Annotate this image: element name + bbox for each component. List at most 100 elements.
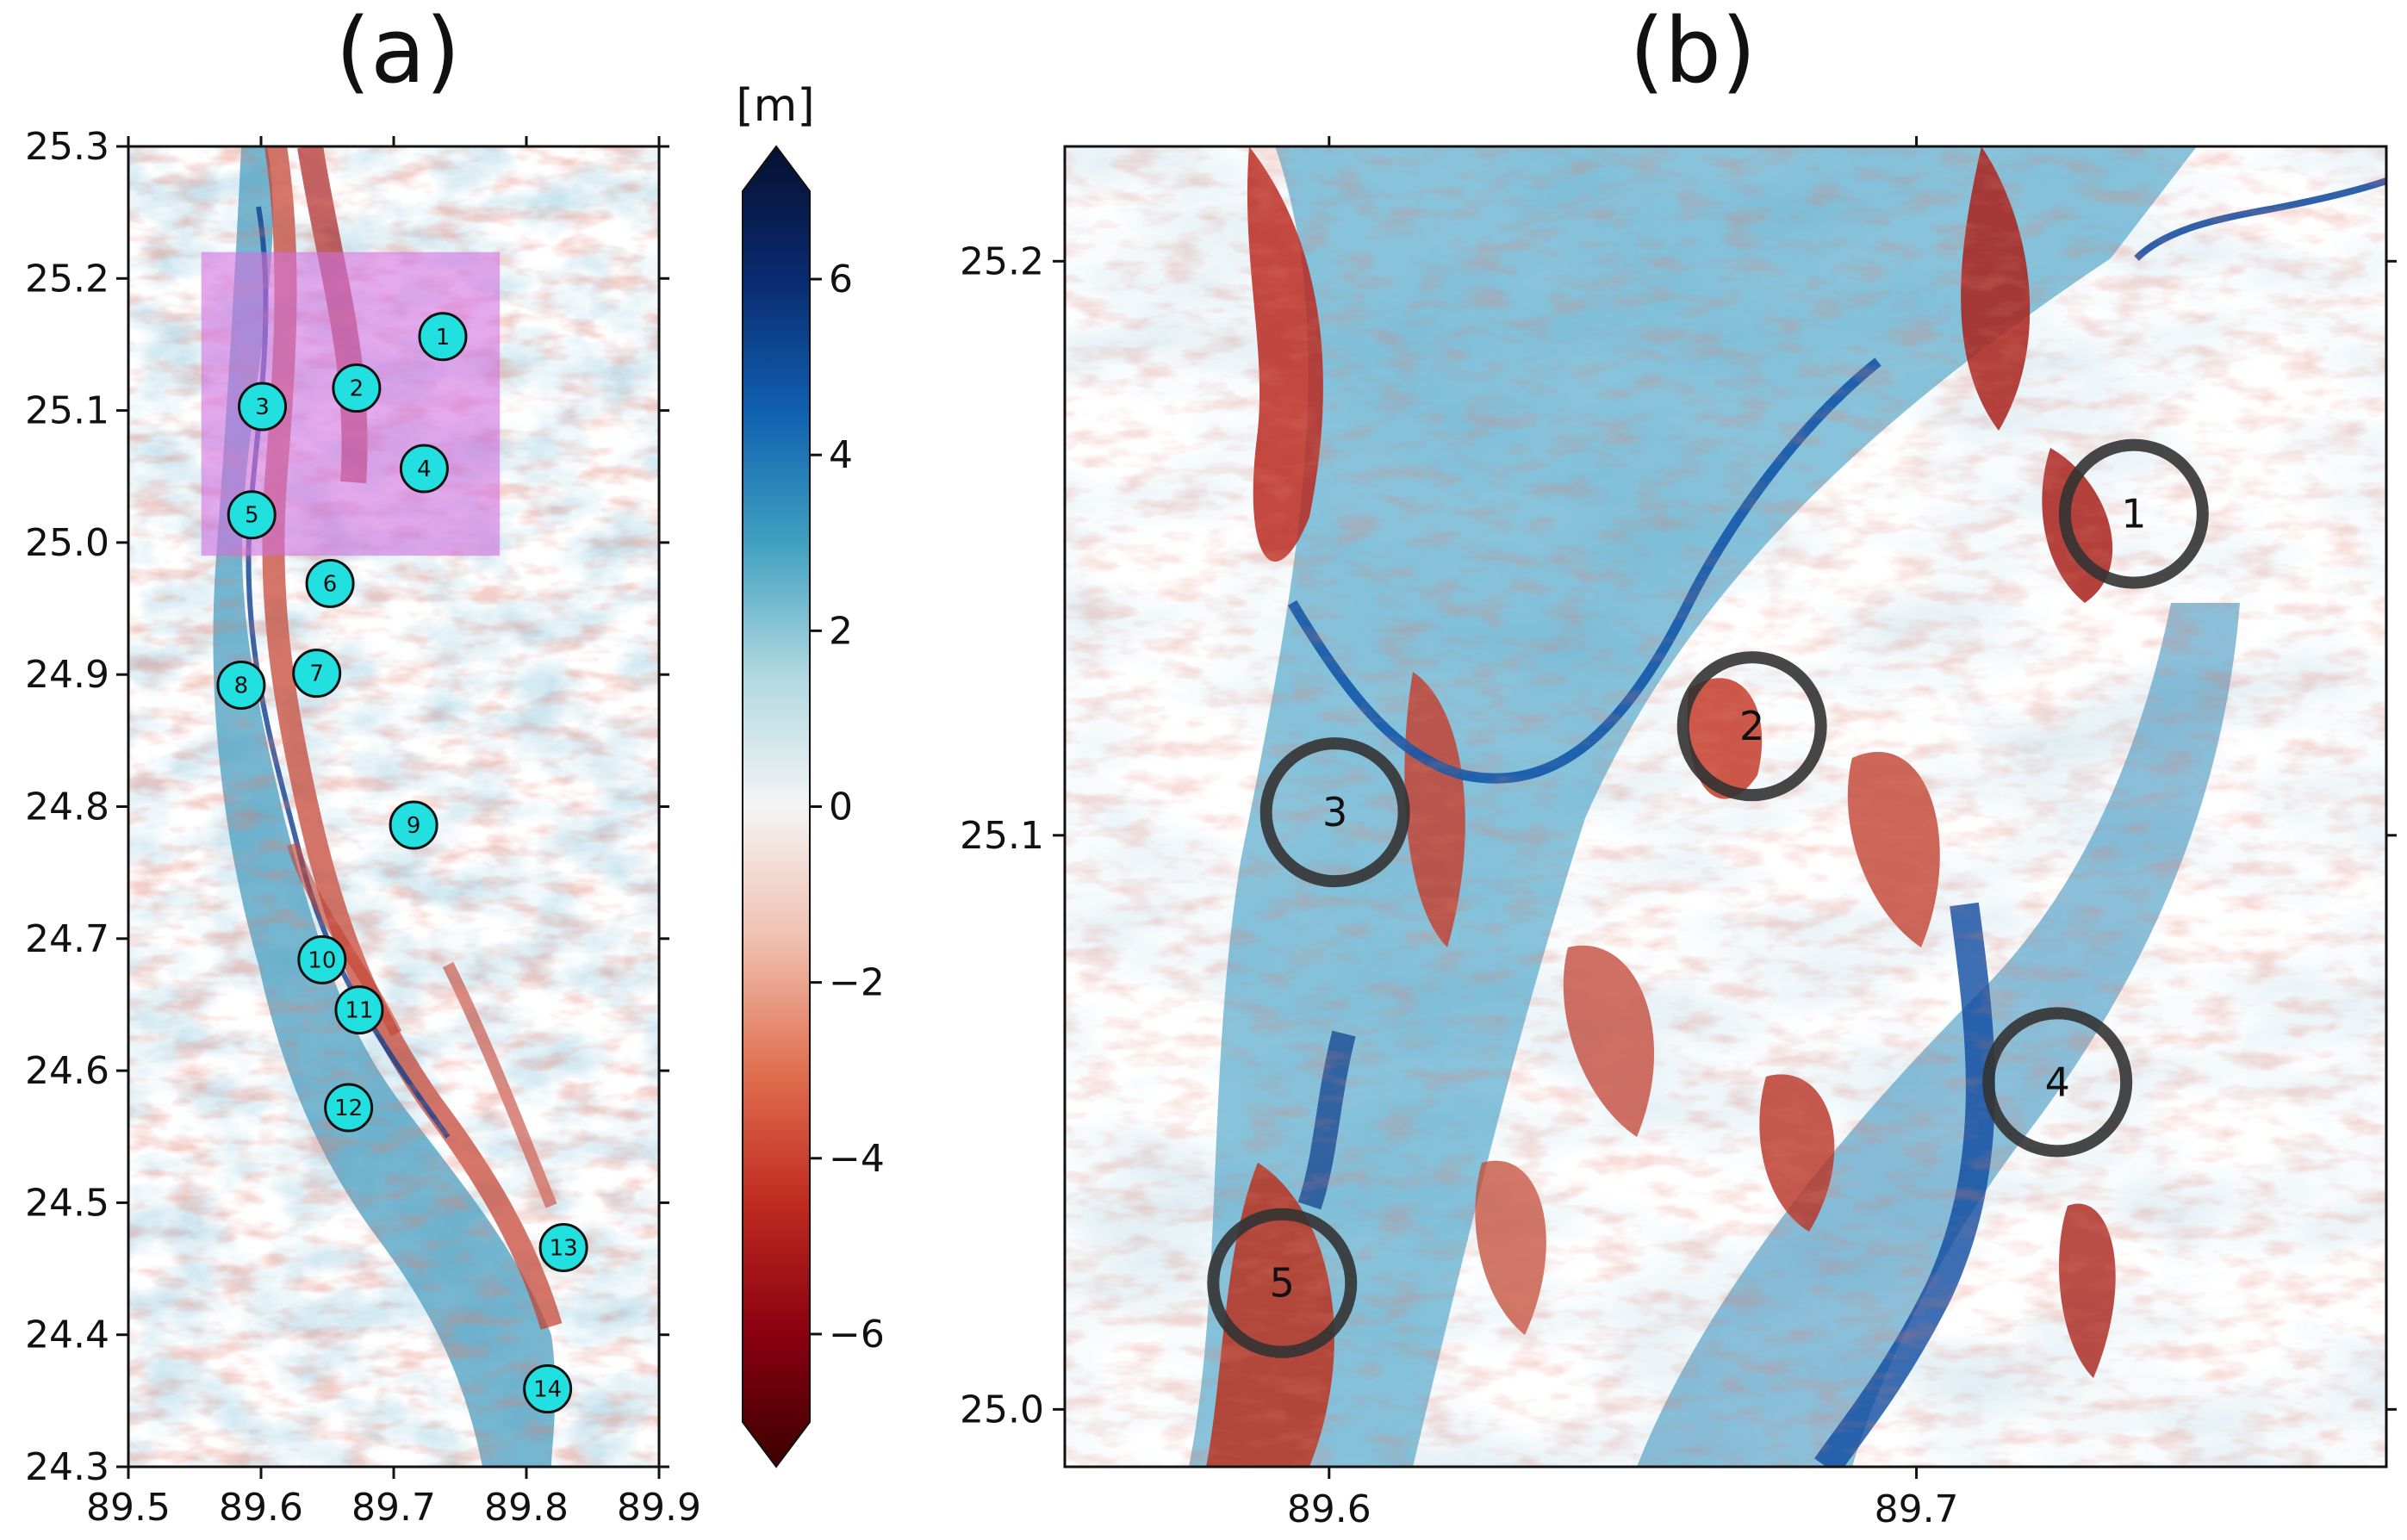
- y-tick-label: 24.4: [25, 1313, 109, 1357]
- y-tick-label: 24.6: [25, 1049, 109, 1093]
- marker-label: 3: [255, 394, 270, 420]
- y-tick-label: 24.7: [25, 917, 109, 961]
- y-tick-label: 25.0: [25, 521, 109, 565]
- marker-label: 10: [308, 947, 336, 973]
- site-marker-4: 4: [399, 444, 449, 494]
- y-tick-label: 25.3: [25, 125, 109, 169]
- ring: [1982, 1007, 2133, 1158]
- marker-label: 5: [245, 503, 259, 529]
- marker-label: 6: [323, 571, 338, 597]
- ring: [2058, 438, 2209, 589]
- x-tick-label: 89.8: [484, 1486, 569, 1530]
- marker-label: 12: [334, 1096, 363, 1121]
- y-tick-label: 24.3: [25, 1445, 109, 1489]
- ring: [1259, 737, 1410, 888]
- marker-circle: [334, 985, 384, 1035]
- marker-circle: [227, 490, 277, 540]
- colorbar-tick-label: −6: [829, 1313, 885, 1357]
- site-marker-3: 3: [238, 382, 288, 432]
- site-marker-14: 14: [523, 1364, 573, 1414]
- x-tick-label: 89.6: [1287, 1487, 1371, 1531]
- marker-circle: [399, 444, 449, 494]
- site-circle-1: 1: [2058, 438, 2209, 589]
- site-marker-7: 7: [292, 649, 342, 699]
- site-marker-6: 6: [305, 558, 355, 608]
- panel-b: 89.6 89.7 25.2 25.1 25.0 1 2 3 4 5: [960, 136, 2397, 1531]
- y-tick-label: 25.1: [960, 814, 1044, 858]
- colorbar-tick-label: 4: [829, 433, 853, 477]
- site-circle-2: 2: [1676, 651, 1827, 802]
- site-marker-12: 12: [324, 1083, 374, 1133]
- site-marker-10: 10: [297, 935, 347, 984]
- x-tick-label: 89.5: [86, 1486, 171, 1530]
- marker-circle: [292, 649, 342, 699]
- y-tick-label: 24.9: [25, 653, 109, 697]
- marker-label: 4: [417, 456, 432, 482]
- circle-label: 3: [1322, 789, 1347, 835]
- panel-a-axes: 89.5 89.6 89.7 89.8 89.9 25.3 25.2 25.1 25.0 24.9…: [25, 125, 701, 1530]
- marker-label: 7: [309, 661, 324, 687]
- marker-circle: [297, 935, 347, 984]
- x-tick-label: 89.7: [1875, 1487, 1959, 1531]
- site-circle-3: 3: [1259, 737, 1410, 888]
- site-circle-4: 4: [1982, 1007, 2133, 1158]
- colorbar-tick-label: −4: [829, 1137, 885, 1181]
- panel-b-frame: [1063, 145, 2388, 1469]
- colorbar-tick-label: 6: [829, 258, 853, 301]
- marker-circle: [332, 363, 382, 413]
- marker-circle: [305, 558, 355, 608]
- site-marker-5: 5: [227, 490, 277, 540]
- marker-circle: [216, 660, 266, 710]
- colorbar-tick-label: −2: [829, 961, 885, 1005]
- x-tick-label: 89.9: [617, 1486, 701, 1530]
- y-tick-label: 25.2: [960, 239, 1044, 283]
- x-tick-label: 89.7: [351, 1486, 436, 1530]
- ring: [1676, 651, 1827, 802]
- y-tick-label: 24.8: [25, 786, 109, 829]
- marker-label: 13: [550, 1236, 578, 1262]
- marker-label: 2: [350, 376, 364, 402]
- colorbar-unit-label: [m]: [736, 80, 814, 132]
- marker-label: 1: [436, 325, 451, 351]
- marker-label: 14: [533, 1377, 562, 1403]
- panel-a: 89.5 89.6 89.7 89.8 89.9 25.3 25.2 25.1 25.0 24.9…: [25, 125, 701, 1530]
- y-tick-label: 25.0: [960, 1388, 1044, 1431]
- site-marker-8: 8: [216, 660, 266, 710]
- x-tick-label: 89.6: [219, 1486, 303, 1530]
- site-marker-1: 1: [418, 312, 468, 362]
- site-circle-5: 5: [1207, 1208, 1358, 1358]
- panel-b-label: (b): [1629, 0, 1756, 103]
- marker-circle: [418, 312, 468, 362]
- circle-label: 4: [2045, 1059, 2070, 1105]
- marker-label: 9: [407, 813, 421, 839]
- marker-label: 8: [234, 673, 249, 699]
- panel-b-map-raster: [1065, 146, 2386, 1467]
- y-tick-label: 25.1: [25, 389, 109, 433]
- site-marker-2: 2: [332, 363, 382, 413]
- marker-label: 11: [345, 998, 373, 1024]
- marker-circle: [238, 382, 288, 432]
- colorbar-tick-label: 0: [829, 786, 853, 829]
- marker-circle: [389, 800, 438, 850]
- colorbar-bar: [742, 145, 811, 1469]
- site-marker-11: 11: [334, 985, 384, 1035]
- y-tick-label: 24.5: [25, 1181, 109, 1225]
- circle-label: 5: [1270, 1260, 1295, 1307]
- panel-a-label: (a): [336, 0, 461, 103]
- panel-b-axes: 89.6 89.7 25.2 25.1 25.0: [960, 136, 2397, 1531]
- colorbar: [m] 6 4 2 0 −2 −4 −6: [736, 80, 885, 1469]
- colorbar-tick-label: 2: [829, 609, 853, 653]
- colorbar-ticks: 6 4 2 0 −2 −4 −6: [810, 258, 885, 1357]
- site-marker-9: 9: [389, 800, 438, 850]
- site-marker-13: 13: [538, 1223, 588, 1273]
- circle-label: 1: [2121, 491, 2146, 537]
- panel-b-circles: 1 2 3 4 5: [1207, 438, 2209, 1358]
- circle-label: 2: [1739, 703, 1764, 749]
- ring: [1207, 1208, 1358, 1358]
- marker-circle: [538, 1223, 588, 1273]
- marker-circle: [523, 1364, 573, 1414]
- marker-circle: [324, 1083, 374, 1133]
- y-tick-label: 25.2: [25, 257, 109, 301]
